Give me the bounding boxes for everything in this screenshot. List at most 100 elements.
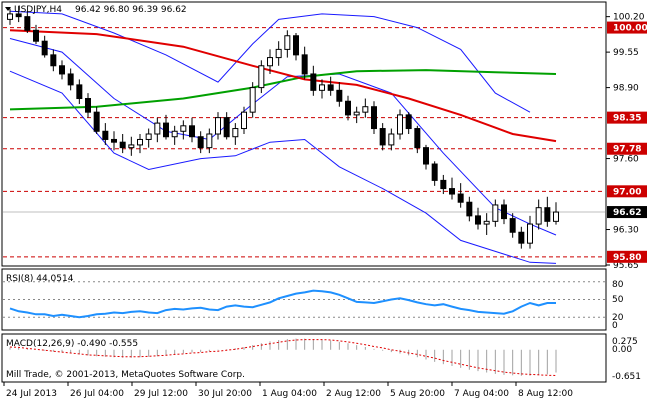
bollinger-lower [9, 70, 557, 264]
macd-panel-frame [1, 333, 607, 383]
candle-body [553, 211, 559, 222]
candle-body [544, 207, 551, 222]
level-price-tag [607, 111, 647, 124]
watermark: Mill Trade, © 2001-2013, MetaQuotes Soft… [6, 370, 245, 380]
current-price-label: 96.62 [613, 208, 641, 218]
candle-body [163, 122, 169, 138]
candle-body [241, 111, 247, 130]
candle-body [449, 188, 455, 195]
candle-body [405, 114, 412, 130]
candle-body [76, 84, 83, 100]
rsi-level-20: 20 [612, 313, 624, 323]
candle-body [180, 125, 187, 132]
candle-body [59, 65, 65, 75]
candle-body [93, 111, 100, 132]
candle-body [457, 193, 464, 203]
time-tick-label: 2 Aug 12:00 [326, 389, 381, 399]
macd-axis-bottom: -0.651 [612, 372, 641, 382]
candle-body [67, 73, 74, 86]
price-tick-label: 98.90 [613, 84, 639, 94]
candle-body [223, 117, 230, 138]
candle-body [232, 128, 239, 138]
level-price-tag [607, 142, 647, 155]
candle-body [249, 87, 256, 113]
candle-body [466, 201, 473, 217]
candle-body [119, 141, 126, 149]
candle-body [509, 218, 516, 233]
candle-body [501, 204, 507, 220]
price-tick-label: 100.20 [613, 13, 645, 23]
time-axis: 24 Jul 2013 26 Jul 04:00 29 Jul 12:00 30 Ju… [3, 382, 573, 399]
candle-body [171, 130, 178, 138]
rsi-level-80: 80 [612, 280, 624, 290]
candle-body [275, 48, 282, 59]
candle-body [137, 138, 143, 146]
candle-body [440, 179, 447, 190]
time-tick-label: 5 Aug 20:00 [390, 389, 445, 399]
level-price-label: 100.00 [613, 24, 648, 34]
candle-body [41, 40, 48, 56]
candle-body [397, 114, 403, 135]
candle-body [362, 106, 369, 113]
candle-body [535, 207, 542, 225]
candle-body [145, 133, 152, 140]
main-chart-layer [3, 5, 605, 264]
time-tick-label: 8 Aug 12:00 [518, 389, 573, 399]
candle-body [345, 100, 351, 116]
candle-body [215, 117, 221, 135]
current-price-tag [607, 206, 647, 219]
candle-body [293, 35, 299, 56]
candle-body [154, 122, 161, 135]
candle-body [301, 54, 308, 75]
candle-body [111, 138, 117, 143]
time-tick-label: 30 Jul 20:00 [198, 389, 252, 399]
price-tick-label: 96.30 [613, 226, 639, 236]
candle-body [258, 65, 265, 89]
candle-body [310, 73, 317, 91]
ohlc-values: 96.42 96.80 96.39 96.62 [75, 5, 187, 15]
candle-body [431, 163, 438, 181]
rsi-layer [3, 281, 605, 319]
candle-body [197, 136, 204, 149]
candle-body [353, 111, 360, 116]
symbol-timeframe: USDJPY,H4 [14, 5, 62, 15]
time-tick-label: 1 Aug 04:00 [262, 389, 317, 399]
candle-body [15, 13, 22, 18]
candle-body [24, 16, 31, 31]
rsi-level-50: 50 [612, 295, 624, 305]
candle-body [102, 130, 109, 140]
candle-body [483, 220, 490, 225]
symbol-menu-icon[interactable] [5, 7, 11, 11]
candle-body [379, 128, 386, 146]
price-tick-label: 95.65 [613, 261, 639, 271]
level-price-tag [607, 185, 647, 198]
price-tick-label: 97.60 [613, 155, 639, 165]
level-price-label: 95.80 [613, 253, 641, 263]
time-tick-label: 7 Aug 04:00 [454, 389, 509, 399]
time-tick-label: 26 Jul 04:00 [70, 389, 124, 399]
price-axis: 100.20 99.55 98.90 97.60 96.30 95.65 100.00 98.… [606, 13, 648, 271]
macd-label: MACD(12,26,9) -0.490 -0.555 [6, 339, 138, 349]
candle-body [414, 128, 421, 149]
candle-body [85, 98, 91, 113]
candle-body [388, 133, 395, 146]
candle-body [492, 204, 499, 222]
candle-body [475, 215, 481, 225]
rsi-level-0: 0 [612, 321, 618, 331]
candle-body [189, 125, 195, 138]
level-price-label: 98.35 [613, 114, 641, 124]
candle-body [371, 106, 377, 130]
level-price-tag [607, 250, 647, 263]
macd-axis-zero: 0.00 [612, 345, 632, 355]
candle-body [7, 13, 13, 20]
candle-body [527, 223, 533, 244]
candle-body [206, 133, 213, 149]
price-tick-label: 99.55 [613, 48, 639, 58]
candle-body [50, 54, 57, 67]
candle-body [319, 84, 325, 91]
macd-axis-top: 0.275 [612, 337, 638, 347]
candle-body [128, 144, 135, 149]
time-tick-label: 29 Jul 12:00 [134, 389, 188, 399]
bollinger-upper [9, 10, 531, 113]
candle-body [267, 57, 273, 67]
